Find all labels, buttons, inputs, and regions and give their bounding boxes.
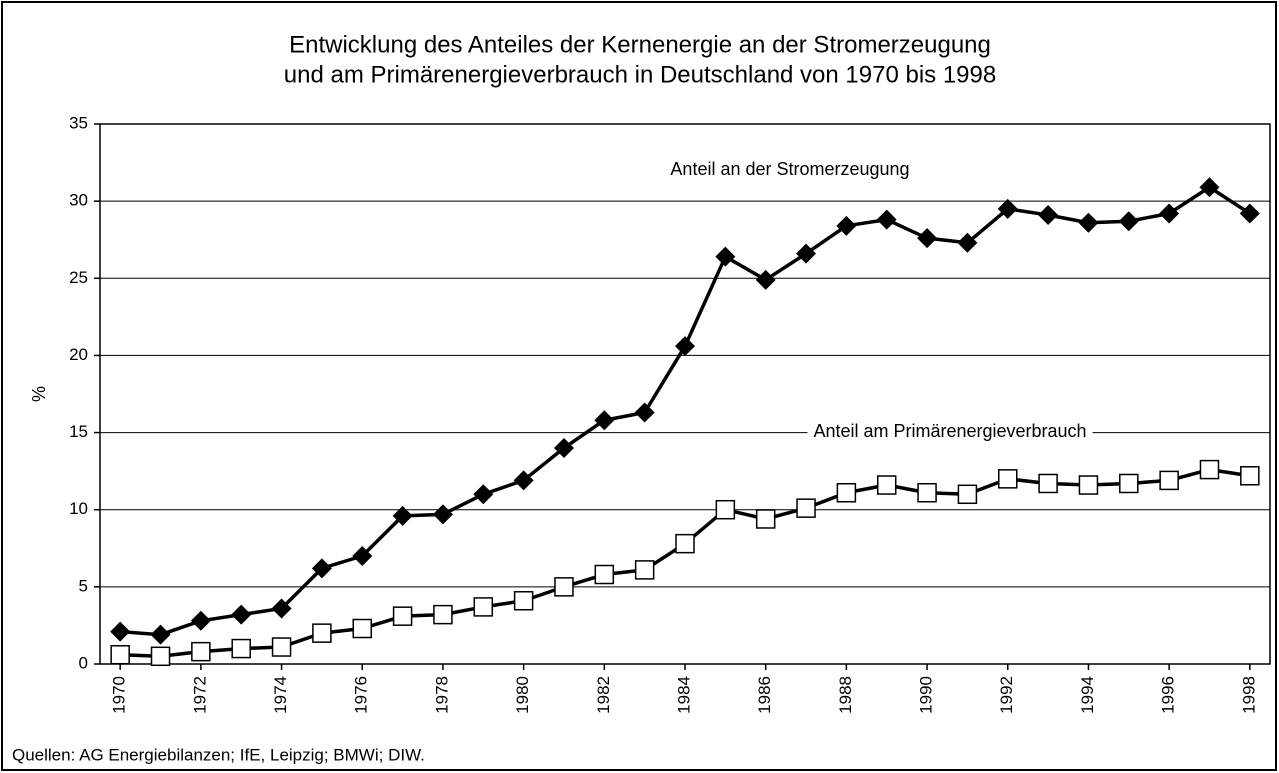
point	[1118, 211, 1139, 232]
point	[876, 475, 897, 495]
x-tick-label: 1984	[674, 676, 693, 714]
x-tick-label: 1994	[1078, 676, 1097, 714]
series-label-bg	[807, 418, 1093, 443]
point	[634, 402, 655, 423]
point	[715, 499, 736, 520]
y-tick-label: 5	[79, 576, 88, 595]
x-tick-label: 1996	[1159, 676, 1178, 714]
point	[231, 638, 251, 659]
point	[231, 604, 252, 625]
point	[1038, 205, 1059, 226]
point	[634, 560, 655, 580]
point	[1199, 177, 1220, 198]
y-axis-label: %	[29, 386, 49, 402]
point	[876, 209, 897, 230]
point	[917, 482, 937, 503]
point	[836, 215, 857, 236]
x-tick-label: 1978	[432, 676, 451, 714]
y-tick-label: 15	[69, 422, 88, 441]
point	[594, 410, 615, 431]
point	[796, 243, 817, 264]
point	[432, 504, 453, 525]
point	[917, 228, 938, 249]
point	[1239, 203, 1260, 224]
series-label: Anteil an der Stromerzeugung	[670, 159, 909, 179]
point	[1159, 203, 1180, 224]
x-tick-label: 1982	[594, 676, 613, 714]
point	[957, 484, 978, 505]
point	[473, 597, 494, 617]
point	[755, 269, 776, 290]
point	[1159, 470, 1179, 491]
point	[998, 469, 1018, 489]
point	[110, 644, 130, 665]
y-tick-label: 20	[69, 345, 88, 364]
x-tick-label: 1980	[513, 676, 532, 714]
point	[715, 246, 736, 267]
point	[796, 498, 816, 518]
series-label-bg	[664, 156, 916, 181]
point	[271, 598, 292, 619]
point	[1119, 473, 1139, 494]
x-tick-label: 1988	[836, 676, 855, 714]
x-tick-label: 1976	[352, 676, 371, 714]
point	[473, 484, 494, 505]
chart-title: und am Primärenergieverbrauch in Deutsch…	[284, 61, 996, 88]
y-tick-label: 30	[69, 191, 88, 210]
point	[110, 621, 131, 642]
y-tick-label: 10	[69, 499, 88, 518]
point	[997, 198, 1018, 219]
point	[1199, 459, 1220, 480]
x-tick-label: 1990	[917, 676, 936, 714]
point	[352, 618, 372, 639]
chart-title: Entwicklung des Anteiles der Kernenergie…	[289, 31, 991, 58]
point	[150, 624, 171, 645]
x-tick-label: 1970	[110, 676, 129, 714]
point	[1078, 475, 1099, 495]
point	[513, 590, 534, 611]
x-tick-label: 1998	[1239, 676, 1258, 714]
point	[675, 336, 695, 357]
point	[392, 505, 413, 526]
x-tick-label: 1992	[997, 676, 1016, 714]
point	[191, 641, 211, 662]
series-label: Anteil am Primärenergieverbrauch	[813, 421, 1086, 441]
x-tick-label: 1972	[190, 676, 209, 714]
x-tick-label: 1974	[271, 676, 290, 714]
point	[675, 533, 695, 554]
point	[352, 546, 373, 566]
point	[311, 558, 332, 579]
source: Quellen: AG Energiebilanzen; IfE, Leipzi…	[12, 745, 425, 764]
point	[392, 606, 413, 626]
y-tick-label: 0	[79, 653, 88, 672]
point	[755, 509, 776, 529]
point	[150, 646, 171, 667]
point	[271, 637, 292, 657]
point	[957, 232, 978, 253]
point	[553, 438, 574, 458]
y-tick-label: 35	[69, 113, 88, 132]
point	[1038, 473, 1058, 494]
point	[836, 482, 857, 503]
x-tick-label: 1986	[755, 676, 774, 714]
point	[554, 577, 574, 597]
point	[1078, 212, 1099, 233]
point	[433, 604, 453, 625]
point	[1240, 466, 1260, 486]
point	[594, 564, 615, 585]
y-tick-label: 25	[69, 268, 88, 287]
point	[190, 610, 211, 631]
point	[312, 623, 332, 643]
point	[513, 470, 534, 491]
